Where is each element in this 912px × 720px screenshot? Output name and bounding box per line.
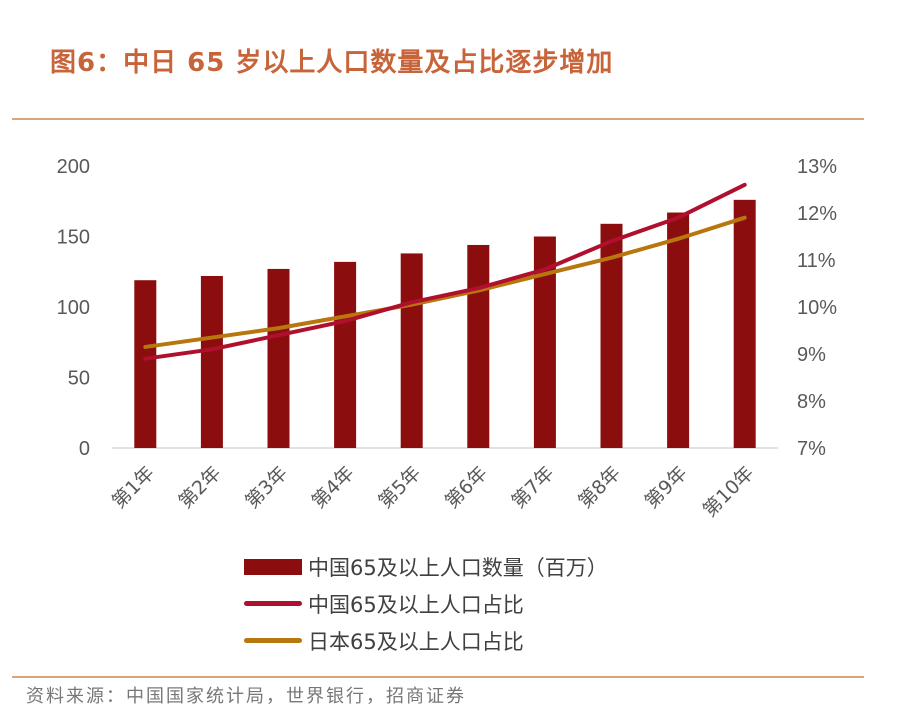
right-tick-label: 11% xyxy=(797,250,836,272)
bar-8 xyxy=(600,223,623,448)
legend-label-japan-ratio: 日本65及以上人口占比 xyxy=(308,629,524,654)
x-axis-ticks: 第1年 第2年 第3年 第4年 第5年 第6年 第7年 第8年 第9年 第10年 xyxy=(108,462,758,522)
legend-swatch-japan-line xyxy=(244,638,302,643)
bar-4 xyxy=(334,261,357,448)
x-tick-label: 第8年 xyxy=(574,462,625,513)
x-tick-label: 第7年 xyxy=(507,462,558,513)
bar-10 xyxy=(733,199,756,448)
right-tick-label: 7% xyxy=(797,438,826,460)
bar-9 xyxy=(667,212,690,448)
legend-item-japan-ratio: 日本65及以上人口占比 xyxy=(244,622,608,659)
x-tick-label: 第2年 xyxy=(174,462,225,513)
japan-ratio-line xyxy=(143,215,747,349)
left-tick-label: 50 xyxy=(68,368,90,390)
line-series xyxy=(143,182,747,361)
left-axis-ticks: 200 150 100 50 0 xyxy=(57,156,90,460)
bar-7 xyxy=(533,236,556,448)
legend-item-china-ratio: 中国65及以上人口占比 xyxy=(244,585,608,622)
bar-6 xyxy=(467,244,490,448)
top-divider xyxy=(12,118,864,120)
left-tick-label: 150 xyxy=(57,227,90,249)
left-tick-label: 100 xyxy=(57,297,90,319)
x-tick-label: 第1年 xyxy=(108,462,159,513)
x-tick-label: 第3年 xyxy=(241,462,292,513)
chart-title: 图6：中日 65 岁以上人口数量及占比逐步增加 xyxy=(50,48,614,78)
x-tick-label: 第9年 xyxy=(641,462,692,513)
source-note: 资料来源：中国国家统计局，世界银行，招商证券 xyxy=(26,686,466,707)
right-axis-ticks: 13% 12% 11% 10% 9% 8% 7% xyxy=(797,156,837,460)
bar-series xyxy=(134,199,756,448)
bar-2 xyxy=(200,275,223,448)
left-tick-label: 0 xyxy=(79,438,90,460)
x-tick-label: 第5年 xyxy=(374,462,425,513)
legend-label-china-population: 中国65及以上人口数量（百万） xyxy=(308,555,608,580)
x-tick-label: 第6年 xyxy=(441,462,492,513)
legend-swatch-china-line xyxy=(244,601,302,606)
right-tick-label: 10% xyxy=(797,297,837,319)
legend-swatch-bar xyxy=(244,558,302,575)
x-tick-label: 第4年 xyxy=(308,462,359,513)
bar-1 xyxy=(134,280,157,448)
right-tick-label: 8% xyxy=(797,391,826,413)
bar-3 xyxy=(267,268,290,448)
legend-item-china-population: 中国65及以上人口数量（百万） xyxy=(244,548,608,585)
right-tick-label: 9% xyxy=(797,344,826,366)
china-ratio-line xyxy=(143,182,747,361)
right-tick-label: 13% xyxy=(797,156,837,178)
x-tick-label: 第10年 xyxy=(699,462,759,522)
right-tick-label: 12% xyxy=(797,203,837,225)
bottom-divider xyxy=(12,676,864,678)
bar-5 xyxy=(400,253,423,448)
legend-label-china-ratio: 中国65及以上人口占比 xyxy=(308,592,524,617)
left-tick-label: 200 xyxy=(57,156,90,178)
legend: 中国65及以上人口数量（百万） 中国65及以上人口占比 日本65及以上人口占比 xyxy=(244,548,608,659)
